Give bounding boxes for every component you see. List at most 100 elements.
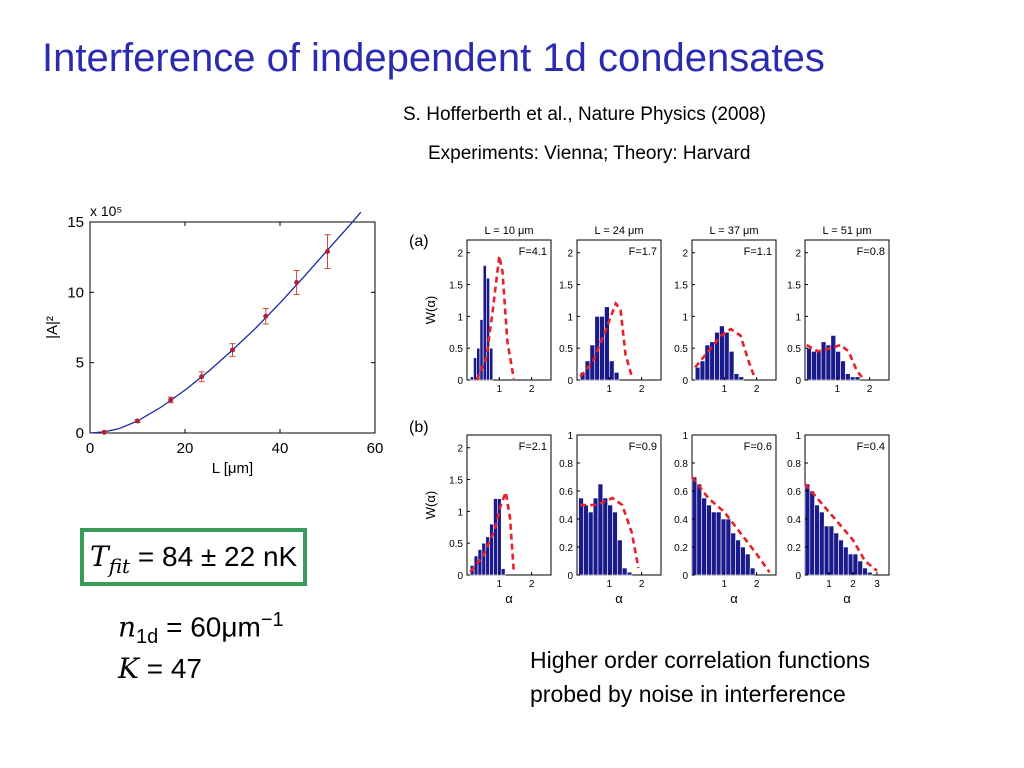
f-value-label: F=0.6 bbox=[744, 441, 772, 453]
histogram-bar bbox=[833, 532, 839, 576]
x-tick-label: 1 bbox=[607, 384, 613, 395]
y-tick-label: 1 bbox=[795, 312, 801, 323]
y-tick-label: 0.6 bbox=[559, 487, 573, 498]
data-point bbox=[230, 347, 235, 353]
y-axis-label: W(α) bbox=[423, 296, 438, 324]
histogram-bar bbox=[806, 347, 812, 381]
y-tick-label: 0.6 bbox=[787, 487, 801, 498]
histogram-bar bbox=[696, 483, 702, 576]
x-axis-label: L [μm] bbox=[212, 460, 253, 477]
x-tick-label: 2 bbox=[529, 384, 535, 395]
histogram-bar bbox=[724, 331, 730, 381]
histogram-bar bbox=[489, 347, 494, 381]
histogram-bar bbox=[811, 351, 817, 381]
fit-curve bbox=[89, 211, 362, 434]
y-tick-label: 1 bbox=[567, 431, 573, 442]
histogram-bar bbox=[730, 532, 736, 576]
y-axis-label: W(α) bbox=[423, 491, 438, 519]
fit-temperature-box: Tfit = 84 ± 22 nK bbox=[80, 528, 308, 586]
y-tick-label: 0.5 bbox=[449, 344, 463, 355]
amplitude-vs-length-chart: 0 20 40 60 0 5 10 15 x 10⁵ L [μm] |A|² bbox=[44, 203, 383, 477]
histogram-bar bbox=[804, 483, 811, 576]
x-tick-label: 20 bbox=[177, 440, 194, 457]
histogram-bar bbox=[706, 504, 712, 576]
y-tick-label: 0.8 bbox=[787, 459, 801, 470]
panel-label: (a) bbox=[409, 233, 429, 250]
histogram-bar bbox=[843, 546, 849, 576]
histogram-bar bbox=[835, 351, 841, 381]
x-tick-label: 1 bbox=[826, 579, 832, 590]
histogram-bar bbox=[473, 555, 479, 576]
data-point bbox=[135, 418, 140, 424]
k-value: = 47 bbox=[146, 653, 202, 684]
y-tick-label: 0 bbox=[76, 425, 84, 442]
y-tick-label: 0.2 bbox=[559, 543, 573, 554]
y-tick-label: 0 bbox=[567, 571, 573, 582]
x-tick-label: 2 bbox=[754, 384, 760, 395]
n1d-exponent: −1 bbox=[260, 609, 284, 631]
histogram-bar bbox=[473, 357, 477, 381]
y-tick-label: 0.5 bbox=[674, 344, 688, 355]
panel-frame bbox=[466, 434, 552, 576]
histogram-bar bbox=[838, 539, 844, 576]
x-tick-label: 1 bbox=[835, 384, 841, 395]
x-tick-label: 0 bbox=[86, 440, 94, 457]
n1d-symbol: n bbox=[118, 610, 137, 644]
histogram-bar bbox=[612, 511, 618, 576]
y-tick-label: 0 bbox=[457, 571, 463, 582]
y-tick-label: 2 bbox=[457, 444, 463, 455]
f-value-label: F=0.4 bbox=[857, 441, 885, 453]
f-value-label: F=2.1 bbox=[519, 441, 547, 453]
histogram-bar bbox=[602, 497, 608, 576]
caption-line: Higher order correlation functions bbox=[530, 647, 871, 673]
histogram-bar bbox=[691, 476, 698, 576]
distribution-histogram-grid: (a) (b) W(α) W(α) L = 10 μm 0 0.5 1 1.5 2 1 2 F=4.1 L… bbox=[409, 225, 890, 606]
y-tick-label: 0.8 bbox=[674, 459, 688, 470]
histogram-bar bbox=[857, 560, 863, 576]
histogram-bar bbox=[720, 518, 727, 576]
y-axis-label: |A|² bbox=[44, 316, 61, 339]
y-tick-label: 1 bbox=[682, 431, 688, 442]
panel-header: L = 24 μm bbox=[594, 225, 643, 237]
histogram-bar bbox=[867, 571, 873, 576]
y-tick-label: 15 bbox=[67, 214, 84, 231]
histogram-bar bbox=[819, 511, 825, 576]
x-tick-label: 1 bbox=[497, 384, 503, 395]
histogram-bar bbox=[578, 497, 584, 576]
caption: Higher order correlation functions probe… bbox=[530, 643, 970, 711]
histogram-bar bbox=[699, 360, 706, 381]
theory-curve bbox=[469, 487, 516, 573]
x-tick-label: 2 bbox=[754, 579, 760, 590]
y-tick-label: 0.6 bbox=[674, 487, 688, 498]
histogram-bar bbox=[609, 360, 615, 381]
histogram-bar bbox=[607, 504, 613, 576]
histogram-bar bbox=[626, 571, 633, 576]
y-tick-label: 10 bbox=[67, 284, 84, 301]
y-tick-label: 1.5 bbox=[449, 476, 463, 487]
histogram-bar bbox=[809, 490, 815, 576]
n1d-subscript: 1d bbox=[136, 625, 159, 648]
data-point bbox=[168, 397, 174, 403]
histogram-bar bbox=[854, 376, 861, 381]
histogram-bar bbox=[469, 376, 474, 381]
panel-frame bbox=[466, 239, 552, 381]
x-tick-label: 3 bbox=[874, 579, 880, 590]
histogram-bar bbox=[749, 567, 756, 576]
histogram-bar bbox=[583, 504, 589, 576]
n1d-value: = 60μm bbox=[166, 611, 261, 643]
data-point bbox=[294, 279, 300, 285]
histogram-bar bbox=[733, 373, 740, 381]
panel-frame bbox=[576, 239, 662, 381]
histogram-bar bbox=[497, 498, 502, 576]
data-point bbox=[263, 313, 269, 319]
y-tick-label: 2 bbox=[795, 249, 801, 260]
f-value-label: F=0.8 bbox=[857, 246, 885, 258]
y-tick-label: 0 bbox=[795, 571, 801, 582]
x-axis-label: α bbox=[843, 591, 851, 606]
histogram-bar bbox=[745, 553, 751, 576]
histogram-bar bbox=[814, 504, 820, 576]
y-tick-label: 0.5 bbox=[449, 539, 463, 550]
y-tick-label: 0.2 bbox=[787, 543, 801, 554]
histogram-bar bbox=[711, 511, 717, 576]
y-tick-label: 0 bbox=[682, 571, 688, 582]
